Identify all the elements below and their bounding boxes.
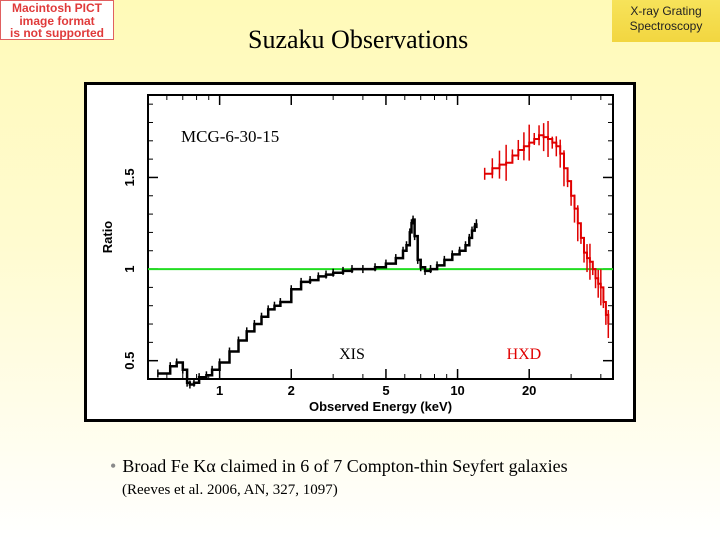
x-tick-label: 10 — [450, 383, 464, 398]
x-tick-label: 5 — [382, 383, 389, 398]
y-axis-label: Ratio — [100, 221, 115, 254]
plot-axes-box — [147, 94, 614, 380]
x-axis-label: Observed Energy (keV) — [309, 399, 452, 414]
slide-title: Suzaku Observations — [248, 25, 469, 54]
y-tick-label: 0.5 — [122, 352, 137, 370]
section-label-box: X-ray Grating Spectroscopy — [612, 0, 720, 42]
bullet-marker: • — [110, 456, 117, 476]
bullet-point: • Broad Fe Kα claimed in 6 of 7 Compton-t… — [110, 456, 568, 477]
citation: (Reeves et al. 2006, AN, 327, 1097) — [122, 482, 338, 498]
spectrum-ratio-chart: 1 2 5 10 20 0.5 1 1.5 Observed Energy (keV) Ratio… — [100, 94, 614, 414]
series-line-hxd — [484, 134, 610, 324]
x-tick-label: 2 — [288, 383, 295, 398]
bullet-text: Broad Fe Kα claimed in 6 of 7 Compton-th… — [122, 456, 568, 476]
xis-annotation: XIS — [339, 346, 365, 363]
x-tick-label: 20 — [522, 383, 536, 398]
unsupported-image-placeholder: Macintosh PICT image format is not suppo… — [0, 0, 114, 40]
placeholder-line-1: Macintosh PICT — [11, 1, 102, 15]
source-name-label: MCG-6-30-15 — [181, 127, 279, 146]
section-label-line-1: X-ray Grating — [630, 4, 702, 18]
placeholder-line-2: image format — [19, 13, 95, 28]
section-label-line-2: Spectroscopy — [629, 19, 703, 33]
y-tick-label: 1 — [122, 265, 137, 272]
spectrum-plot-frame: 1 2 5 10 20 0.5 1 1.5 Observed Energy (keV) Ratio… — [84, 82, 636, 422]
y-tick-label: 1.5 — [122, 168, 137, 186]
placeholder-line-3: is not supported — [10, 26, 104, 40]
hxd-annotation: HXD — [507, 346, 542, 363]
series-line-xis — [157, 218, 478, 386]
x-tick-label: 1 — [216, 383, 223, 398]
